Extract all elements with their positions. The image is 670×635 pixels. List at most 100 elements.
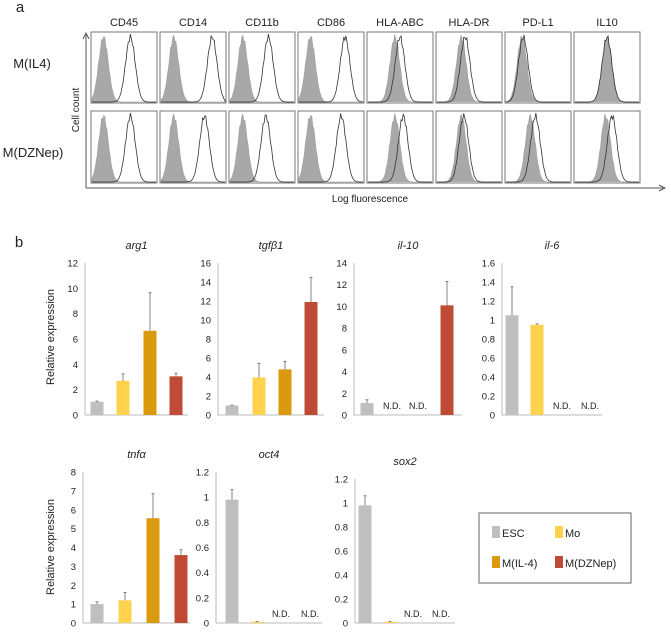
marker-label: CD14 bbox=[179, 17, 207, 29]
y-tick-label: 1.2 bbox=[196, 468, 209, 479]
panel-label-b: b bbox=[15, 234, 23, 251]
legend-label: M(DZNep) bbox=[565, 558, 616, 570]
stained-histogram bbox=[506, 112, 570, 183]
bar-Mo bbox=[252, 377, 266, 415]
bar-M(IL-4) bbox=[278, 369, 292, 415]
isotype-histogram bbox=[298, 35, 363, 103]
bar-chart-tgfβ1 bbox=[217, 263, 324, 416]
y-tick-label: 0.4 bbox=[196, 568, 209, 579]
histogram-box bbox=[228, 31, 296, 104]
y-tick-label: 0 bbox=[490, 411, 495, 422]
y-tick-label: 6 bbox=[342, 345, 347, 356]
y-tick-label: 4 bbox=[73, 360, 78, 371]
nd-label: N.D. bbox=[581, 401, 599, 411]
bar-ESC bbox=[90, 604, 104, 623]
y-tick-label: 1.2 bbox=[482, 297, 495, 308]
histogram-box bbox=[366, 110, 434, 184]
y-tick-label: 2 bbox=[71, 581, 76, 592]
stained-histogram bbox=[368, 113, 432, 183]
stained-histogram bbox=[161, 35, 226, 103]
histogram-box bbox=[90, 31, 158, 104]
y-tick-label: 0.2 bbox=[482, 392, 495, 403]
stained-histogram bbox=[575, 114, 639, 183]
stained-histogram bbox=[161, 115, 225, 183]
y-tick-label: 12 bbox=[200, 297, 211, 308]
y-tick-label: 7 bbox=[71, 486, 76, 497]
y-tick-label: 0.6 bbox=[482, 354, 495, 365]
histogram-box bbox=[297, 110, 365, 184]
isotype-histogram bbox=[160, 113, 225, 183]
legend-frame bbox=[478, 512, 632, 584]
y-tick-label: 16 bbox=[200, 259, 211, 270]
nd-label: N.D. bbox=[404, 609, 422, 619]
y-tick-label: 12 bbox=[67, 259, 78, 270]
y-axis-label-relative-expression: Relative expression bbox=[45, 499, 57, 595]
legend-swatch-ESC bbox=[492, 526, 500, 538]
bar-M(IL-4) bbox=[143, 330, 157, 415]
y-tick-label: 10 bbox=[200, 316, 211, 327]
y-tick-label: 0.2 bbox=[335, 595, 348, 606]
marker-label: HLA-ABC bbox=[376, 17, 424, 29]
y-tick-label: 3 bbox=[71, 562, 76, 573]
y-tick-label: 1.6 bbox=[482, 259, 495, 270]
stained-histogram bbox=[299, 35, 364, 103]
histogram-box bbox=[159, 110, 227, 184]
y-tick-label: 2 bbox=[206, 392, 211, 403]
nd-label: N.D. bbox=[272, 609, 290, 619]
legend bbox=[478, 512, 632, 584]
legend-label: Mo bbox=[565, 528, 580, 540]
bar-M(DZNep) bbox=[169, 376, 183, 415]
bar-ESC bbox=[360, 403, 374, 415]
bar-Mo bbox=[383, 621, 397, 623]
marker-label: IL10 bbox=[596, 17, 617, 29]
y-axis-label-cell-count: Cell count bbox=[71, 88, 82, 133]
bar-Mo bbox=[118, 600, 132, 623]
chart-title: tnfα bbox=[127, 449, 146, 461]
y-tick-label: 14 bbox=[336, 259, 347, 270]
y-tick-label: 1 bbox=[71, 600, 76, 611]
y-tick-label: 2 bbox=[73, 385, 78, 396]
marker-label: CD86 bbox=[317, 17, 345, 29]
y-tick-label: 6 bbox=[206, 354, 211, 365]
legend-swatch-Mo bbox=[555, 526, 563, 538]
y-tick-label: 0.8 bbox=[196, 518, 209, 529]
y-tick-label: 10 bbox=[67, 284, 78, 295]
y-tick-label: 1.4 bbox=[482, 278, 495, 289]
stained-histogram bbox=[368, 34, 432, 103]
histogram-box bbox=[504, 31, 572, 104]
histogram-box bbox=[228, 110, 296, 184]
y-axis-label-relative-expression: Relative expression bbox=[45, 289, 57, 385]
histogram-box bbox=[504, 110, 572, 184]
stained-histogram bbox=[230, 114, 294, 183]
nd-label: N.D. bbox=[301, 609, 319, 619]
y-tick-label: 0 bbox=[206, 411, 211, 422]
stained-histogram bbox=[230, 34, 294, 103]
y-tick-label: 8 bbox=[71, 468, 76, 479]
y-tick-label: 8 bbox=[342, 324, 347, 335]
nd-label: N.D. bbox=[383, 401, 401, 411]
histogram-box bbox=[297, 31, 365, 104]
histogram-box bbox=[90, 110, 158, 184]
y-tick-label: 0.8 bbox=[482, 335, 495, 346]
y-tick-label: 1 bbox=[490, 316, 495, 327]
bar-Mo bbox=[116, 380, 130, 415]
bar-chart-arg1 bbox=[84, 263, 188, 416]
row-label-m-dznep: M(DZNep) bbox=[3, 145, 64, 160]
y-tick-label: 1.2 bbox=[335, 475, 348, 486]
stained-histogram bbox=[92, 34, 156, 103]
stained-histogram bbox=[437, 113, 501, 183]
y-tick-label: 14 bbox=[200, 278, 211, 289]
y-tick-label: 0 bbox=[204, 619, 209, 630]
y-tick-label: 0.6 bbox=[196, 543, 209, 554]
bar-M(DZNep) bbox=[304, 301, 318, 415]
chart-title: tgfβ1 bbox=[259, 240, 284, 252]
y-tick-label: 4 bbox=[342, 367, 347, 378]
panel-label-a: a bbox=[16, 0, 25, 16]
y-tick-label: 5 bbox=[71, 524, 76, 535]
stained-histogram bbox=[299, 113, 363, 183]
marker-label: HLA-DR bbox=[449, 17, 490, 29]
y-tick-label: 0 bbox=[73, 411, 78, 422]
y-tick-label: 8 bbox=[73, 309, 78, 320]
